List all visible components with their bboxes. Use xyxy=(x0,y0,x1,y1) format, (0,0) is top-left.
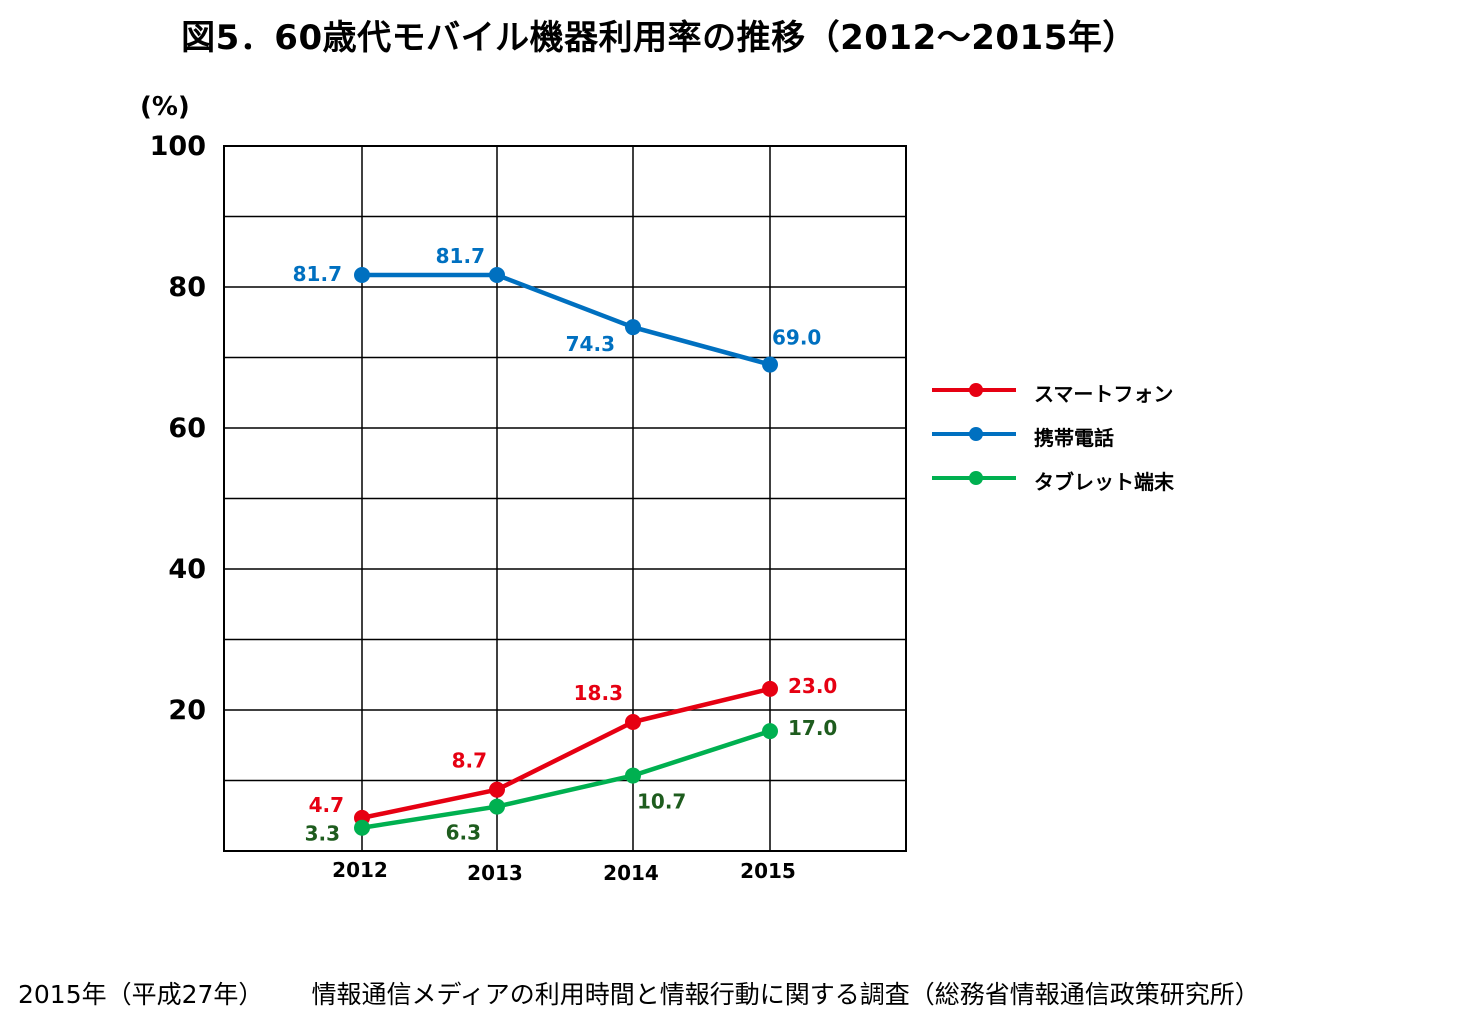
x-tick-label: 2013 xyxy=(467,861,523,885)
data-point-feature-phone xyxy=(762,356,778,373)
chart-series xyxy=(354,267,778,836)
data-label-feature-phone: 69.0 xyxy=(772,326,821,350)
chart-title: 図5．60歳代モバイル機器利用率の推移（2012～2015年） xyxy=(181,18,1137,58)
series-line-smartphone xyxy=(361,686,771,821)
y-tick-label: 100 xyxy=(150,131,206,162)
legend-label: スマートフォン xyxy=(1034,382,1174,406)
line-chart: 20 40 60 80 100 2012 2013 2014 2015 4.7 8.7 18.3 2… xyxy=(150,131,907,885)
x-tick-label: 2012 xyxy=(332,858,388,882)
legend-swatch-feature-phone xyxy=(932,427,1016,441)
data-point-tablet xyxy=(354,819,370,836)
series-line-feature-phone xyxy=(362,272,771,367)
data-label-tablet: 3.3 xyxy=(305,822,340,846)
data-point-tablet xyxy=(625,767,641,784)
data-point-smartphone xyxy=(489,781,505,798)
data-label-feature-phone: 81.7 xyxy=(436,244,485,268)
y-tick-label: 40 xyxy=(168,554,206,585)
data-point-feature-phone xyxy=(489,267,505,284)
y-axis-unit-label: (%) xyxy=(140,92,190,122)
plot-area-border xyxy=(223,145,907,852)
legend-label: 携帯電話 xyxy=(1034,426,1114,450)
data-point-feature-phone xyxy=(354,267,370,284)
data-point-smartphone xyxy=(625,713,641,730)
data-point-feature-phone xyxy=(625,319,641,336)
data-label-smartphone: 18.3 xyxy=(574,681,623,705)
x-tick-label: 2015 xyxy=(740,859,796,883)
source-note: 2015年（平成27年） 情報通信メディアの利用時間と情報行動に関する調査（総務省… xyxy=(18,975,1260,1011)
data-label-smartphone: 23.0 xyxy=(788,674,837,698)
data-label-feature-phone: 74.3 xyxy=(566,332,615,356)
data-label-smartphone: 8.7 xyxy=(452,749,487,773)
source-year: 2015年（平成27年） xyxy=(18,980,264,1009)
data-label-tablet: 6.3 xyxy=(446,821,481,845)
legend-swatch-smartphone xyxy=(932,383,1016,397)
y-tick-label: 80 xyxy=(168,272,206,303)
series-line-tablet xyxy=(361,729,771,830)
data-labels: 4.7 8.7 18.3 23.0 81.7 81.7 74.3 69.0 3.3 6.3 10.7… xyxy=(293,244,838,846)
y-tick-label: 20 xyxy=(168,695,206,726)
legend-label: タブレット端末 xyxy=(1034,470,1174,494)
data-label-tablet: 10.7 xyxy=(637,790,686,814)
data-point-tablet xyxy=(489,798,505,815)
y-tick-label: 60 xyxy=(168,413,206,444)
legend-swatch-tablet xyxy=(932,471,1016,485)
x-tick-label: 2014 xyxy=(603,861,659,885)
data-label-smartphone: 4.7 xyxy=(309,793,344,817)
data-point-tablet xyxy=(762,723,778,740)
data-point-smartphone xyxy=(762,680,778,697)
data-label-feature-phone: 81.7 xyxy=(293,262,342,286)
y-axis-ticks: 20 40 60 80 100 xyxy=(150,131,206,726)
x-axis-ticks: 2012 2013 2014 2015 xyxy=(332,858,796,885)
source-study: 情報通信メディアの利用時間と情報行動に関する調査（総務省情報通信政策研究所） xyxy=(311,980,1260,1009)
chart-grid xyxy=(223,145,907,852)
data-label-tablet: 17.0 xyxy=(788,716,837,740)
